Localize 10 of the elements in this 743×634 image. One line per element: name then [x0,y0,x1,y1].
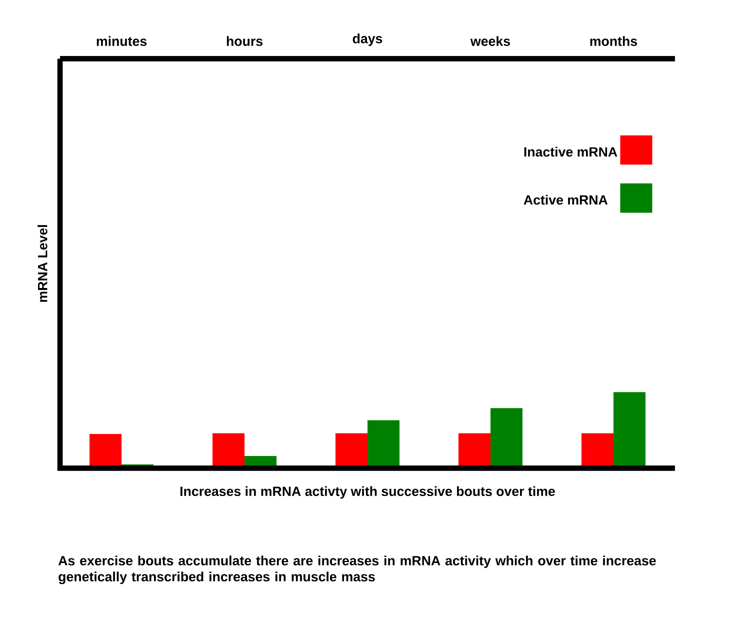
legend-label: Active mRNA [524,195,608,205]
x-tick-label: minutes [96,36,147,46]
x-tick-label: weeks [470,36,510,46]
x-axis-title: Increases in mRNA activty with successive bouts over time [180,486,555,499]
text: As exercise bouts accumulate there are increases in mRNA activity which over time increase genetically transcribed increases in muscle mass [58,556,656,584]
x-tick-label: months [590,36,638,46]
x-tick-label: hours [226,36,263,46]
legend-label: Inactive mRNA [524,147,618,157]
y-axis-title: mRNA Level [38,225,48,302]
x-tick-label: days [352,34,382,46]
